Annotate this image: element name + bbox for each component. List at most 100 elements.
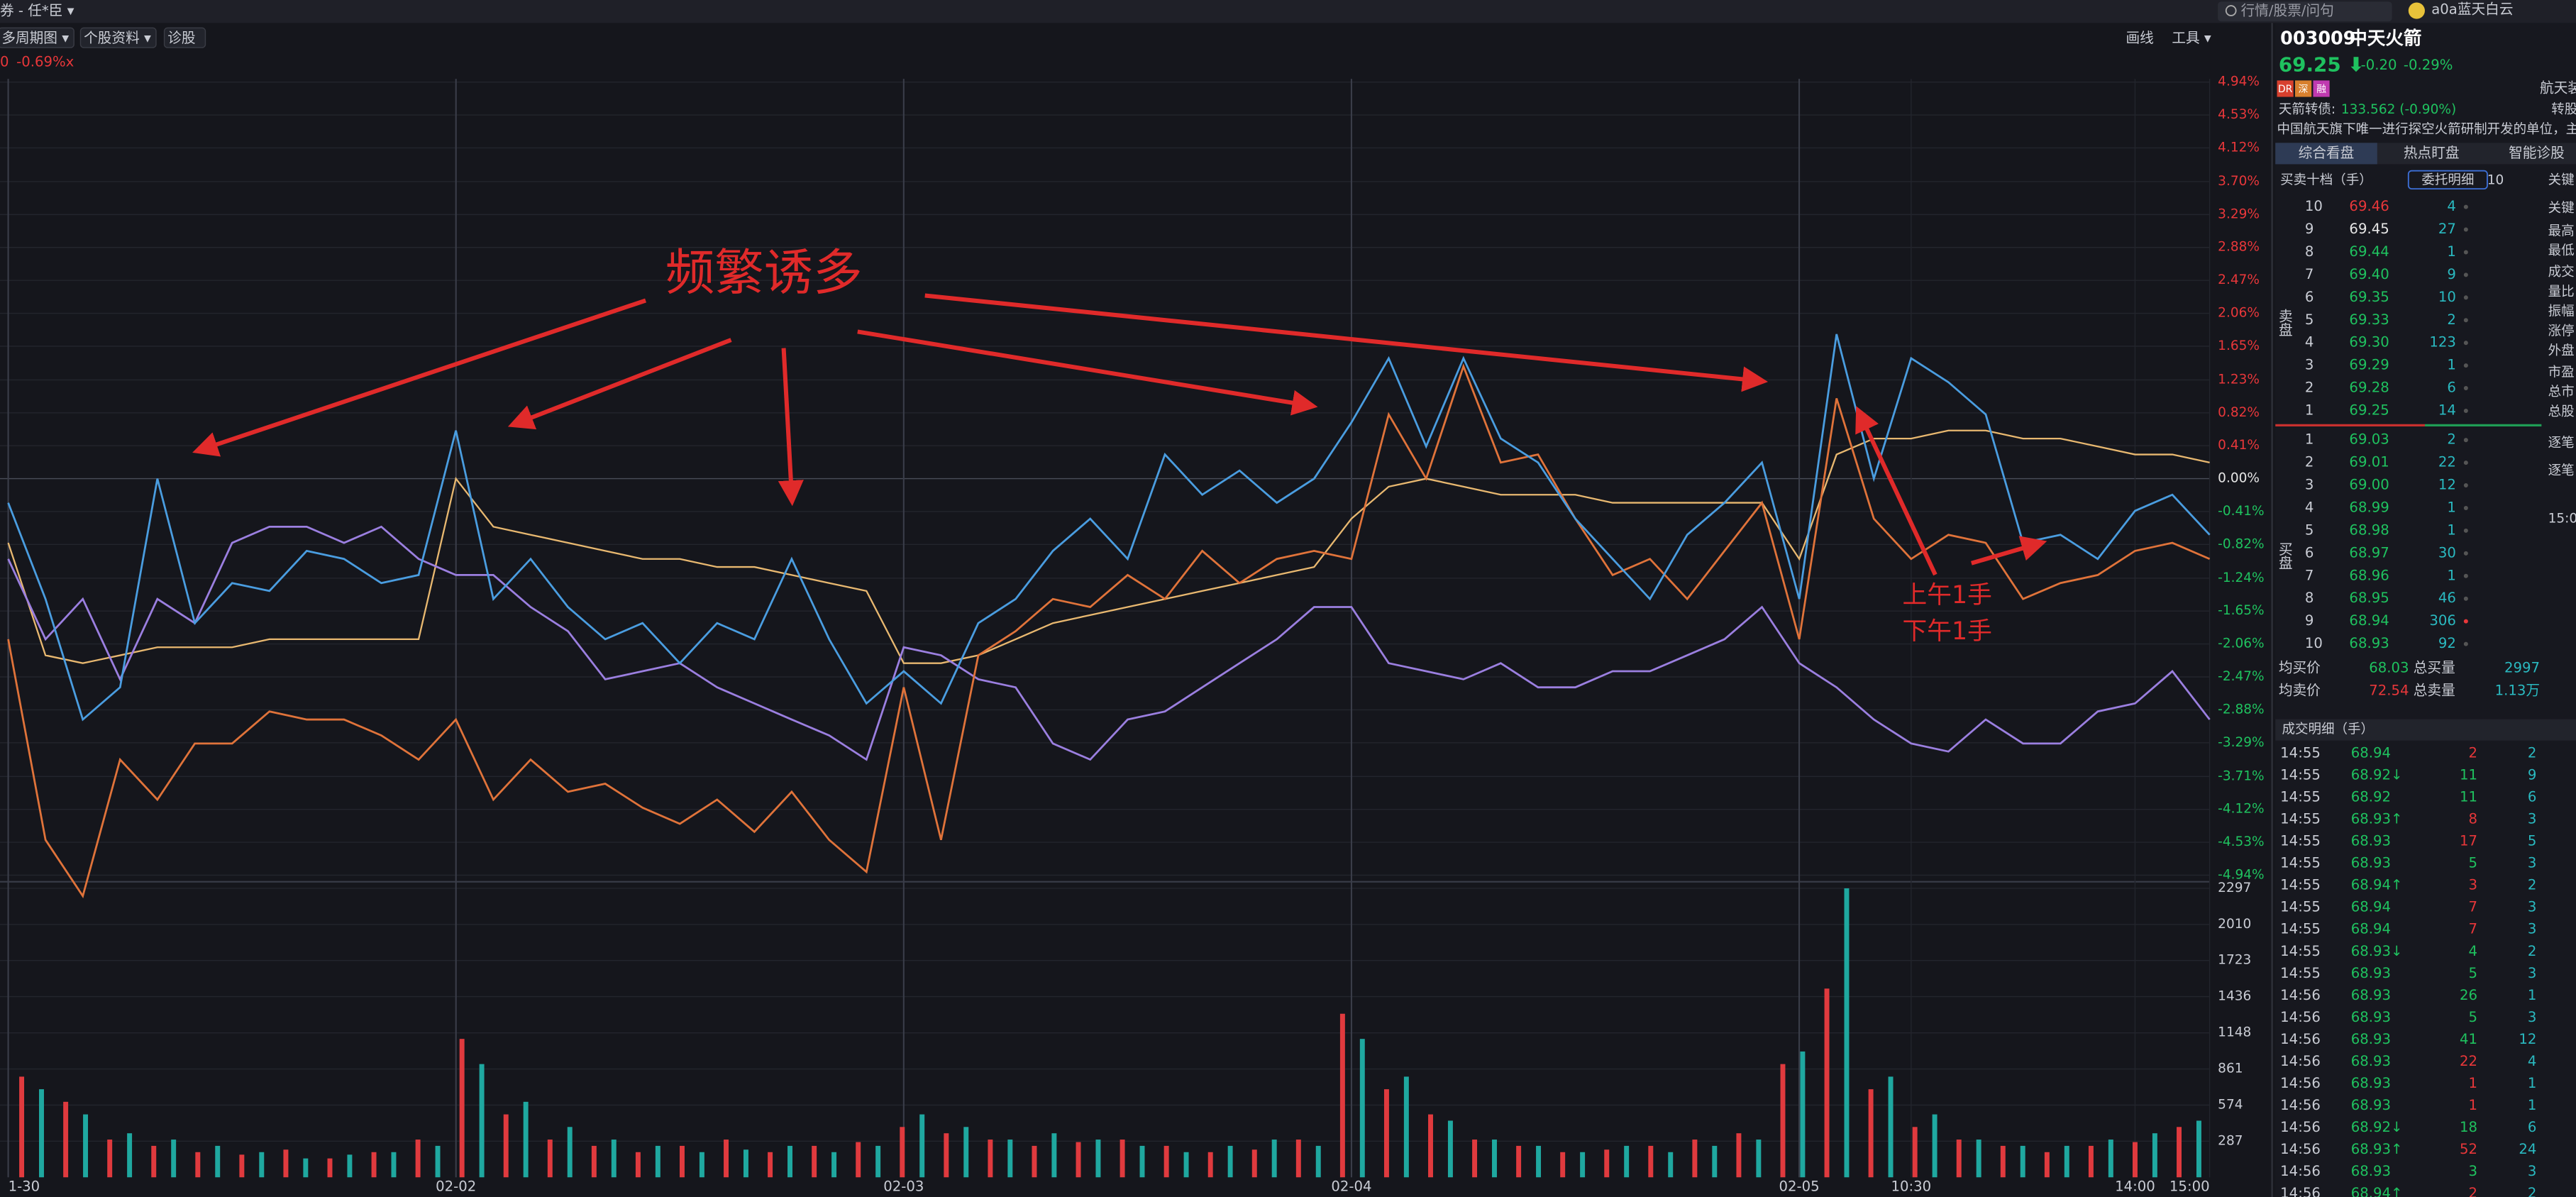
book-price: 69.40 — [2349, 266, 2389, 282]
trade-time: 14:55 — [2280, 789, 2321, 805]
trade-volume: 2 — [2469, 1185, 2478, 1197]
book-volume: 30 — [2438, 544, 2456, 561]
x-tick-label: 02-02 — [436, 1179, 476, 1195]
avatar[interactable] — [2408, 2, 2425, 19]
y-tick-label: 2.47% — [2218, 272, 2260, 287]
trade-count: 6 — [2528, 1119, 2537, 1135]
search-box[interactable] — [2218, 1, 2392, 22]
volume-bar — [1780, 1064, 1786, 1178]
trade-volume: 5 — [2469, 965, 2478, 981]
book-price: 69.45 — [2349, 221, 2389, 237]
change-pct: -0.29% — [2404, 57, 2453, 73]
arrow — [1970, 536, 2047, 566]
trade-volume: 7 — [2469, 921, 2478, 937]
level: 3 — [2305, 357, 2314, 373]
y-tick-label: -1.24% — [2218, 570, 2264, 585]
avg-buy-label: 均买价 — [2279, 659, 2321, 675]
trade-volume: 8 — [2469, 811, 2478, 827]
trade-price: 68.93↓ — [2351, 943, 2403, 959]
trade-time: 14:55 — [2280, 855, 2321, 871]
volume-bar — [327, 1158, 333, 1178]
volume-bar — [831, 1152, 837, 1178]
y-tick-label: 0.00% — [2218, 471, 2260, 486]
info-value: 0 — [0, 53, 9, 70]
trade-volume: 1 — [2469, 1075, 2478, 1091]
book-volume: 1 — [2447, 243, 2456, 260]
book-price: 69.25 — [2349, 402, 2389, 418]
stock-code: 003009 — [2280, 28, 2355, 50]
book-dot — [2463, 619, 2468, 624]
trade-price: 68.94 — [2351, 899, 2391, 915]
book-price: 68.93 — [2349, 635, 2389, 651]
toolbar-button[interactable] — [163, 27, 206, 48]
volume-bar — [1516, 1145, 1522, 1178]
level: 7 — [2305, 266, 2314, 282]
draw-tool: 画线 — [2126, 30, 2154, 46]
volume-tick-label: 861 — [2218, 1061, 2243, 1076]
trade-time: 14:56 — [2280, 1119, 2321, 1135]
trade-count: 1 — [2528, 1075, 2537, 1091]
toolbar-button[interactable] — [0, 27, 74, 48]
tab[interactable]: 综合看盘 — [2299, 145, 2355, 161]
book-price: 69.28 — [2349, 380, 2389, 396]
tab[interactable]: 热点盯盘 — [2404, 145, 2460, 161]
trade-count: 2 — [2528, 745, 2537, 761]
side-label: 逐笔 — [2548, 436, 2575, 451]
y-tick-label: -4.53% — [2218, 834, 2264, 849]
change: -0.20 — [2361, 57, 2397, 73]
volume-bar — [1163, 1145, 1169, 1178]
book-price: 69.30 — [2349, 334, 2389, 351]
book-price: 69.00 — [2349, 477, 2389, 493]
side-label: 外盘 — [2548, 343, 2575, 358]
trade-time: 14:55 — [2280, 745, 2321, 761]
sector: 航天装 — [2540, 79, 2576, 96]
stock-name: 中天火箭 — [2349, 28, 2421, 50]
y-tick-label: -0.41% — [2218, 504, 2264, 519]
annotation: 下午1手 — [1903, 617, 1992, 646]
volume-bar — [1824, 988, 1830, 1178]
y-tick-label: -4.12% — [2218, 802, 2264, 817]
trade-count: 9 — [2528, 767, 2537, 783]
active-tab[interactable] — [2275, 143, 2377, 165]
trade-price: 68.93 — [2351, 1075, 2391, 1091]
book-dot — [2463, 505, 2468, 510]
trade-count: 3 — [2528, 1009, 2537, 1025]
detail-button[interactable] — [2407, 170, 2488, 190]
x-tick-label: 02-05 — [1779, 1179, 1819, 1195]
x-tick-label: 10:30 — [1891, 1179, 1932, 1195]
volume-bar — [787, 1145, 792, 1178]
book-volume: 6 — [2447, 380, 2456, 396]
y-tick-label: -4.94% — [2218, 867, 2264, 882]
volume-bar — [107, 1140, 113, 1178]
y-tick-label: -3.71% — [2218, 768, 2264, 783]
book-volume: 27 — [2438, 221, 2456, 237]
trade-time: 14:56 — [2280, 1163, 2321, 1179]
toolbar-button-label: 诊股 — [167, 30, 195, 46]
user-name: a0a蓝天白云 — [2431, 1, 2513, 17]
volume-bar — [768, 1152, 773, 1178]
volume-bar — [1868, 1089, 1874, 1178]
tab[interactable]: 智能诊股 — [2509, 145, 2565, 161]
price-line — [7, 363, 2211, 899]
y-tick-label: -0.82% — [2218, 536, 2264, 551]
volume-bar — [1932, 1114, 1937, 1178]
volume-tick-label: 1148 — [2218, 1025, 2251, 1040]
book-volume: 12 — [2438, 477, 2456, 493]
book-price: 69.44 — [2349, 243, 2389, 260]
trade-time: 14:56 — [2280, 1053, 2321, 1069]
trade-volume: 41 — [2460, 1031, 2477, 1047]
volume-bar — [547, 1140, 553, 1178]
volume-bar — [963, 1127, 969, 1178]
book-dot — [2463, 438, 2468, 443]
trade-volume: 7 — [2469, 899, 2478, 915]
total-sell: 1.13万 — [2495, 683, 2540, 699]
trade-volume: 11 — [2460, 789, 2477, 805]
bond-label: 天箭转债: — [2279, 102, 2335, 117]
volume-bar — [1560, 1152, 1566, 1178]
tag — [2295, 80, 2312, 97]
volume-bar — [347, 1154, 353, 1178]
level: 9 — [2305, 221, 2314, 237]
tag — [2277, 80, 2294, 97]
toolbar-button[interactable] — [79, 27, 157, 48]
